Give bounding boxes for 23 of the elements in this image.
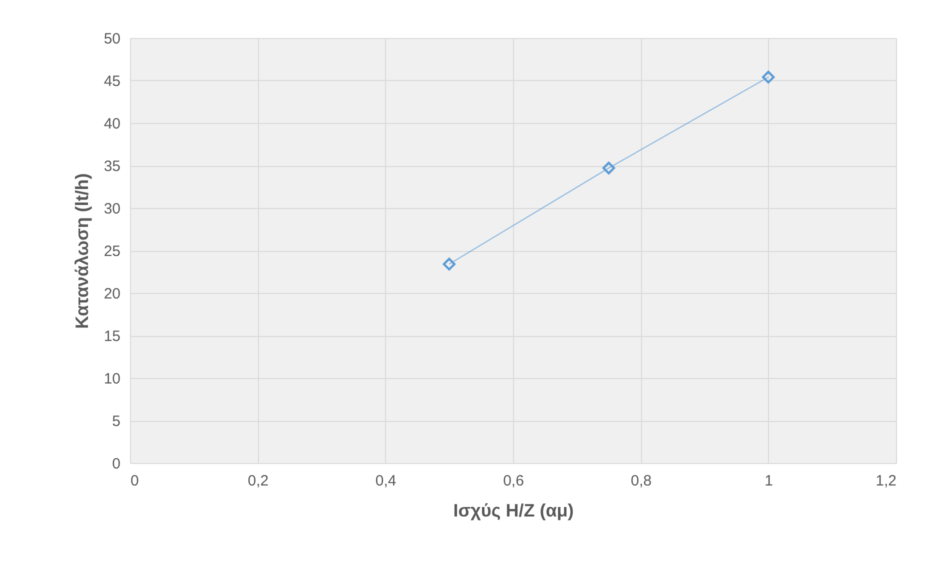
x-tick-label: 0 <box>130 472 139 490</box>
x-tick-label: 0,6 <box>503 472 524 490</box>
x-axis-title: Ισχύς H/Z (αμ) <box>453 500 574 520</box>
y-axis-title: Κατανάλωση (lt/h) <box>72 173 92 329</box>
y-tick-label: 45 <box>104 73 120 90</box>
y-tick-label: 30 <box>104 200 120 218</box>
y-tick-label: 5 <box>112 413 120 430</box>
y-tick-label: 40 <box>104 116 120 132</box>
x-tick-label: 1,2 <box>876 472 896 490</box>
y-tick-label: 35 <box>104 158 120 175</box>
point <box>762 70 775 84</box>
y-tick-label: 10 <box>104 370 120 388</box>
x-tick-label: 1 <box>764 472 774 490</box>
point <box>442 258 456 270</box>
y-tick-label: 20 <box>104 286 120 302</box>
y-tick-label: 25 <box>104 243 120 260</box>
x-tick-label: 0,8 <box>630 472 652 490</box>
y-tick-label: 15 <box>104 328 120 345</box>
y-tick-label: 50 <box>104 30 120 48</box>
x-tick-label: 0,2 <box>248 472 269 490</box>
y-tick-label: 0 <box>112 456 120 472</box>
x-tick-label: 0,4 <box>375 472 396 490</box>
point <box>602 162 616 174</box>
